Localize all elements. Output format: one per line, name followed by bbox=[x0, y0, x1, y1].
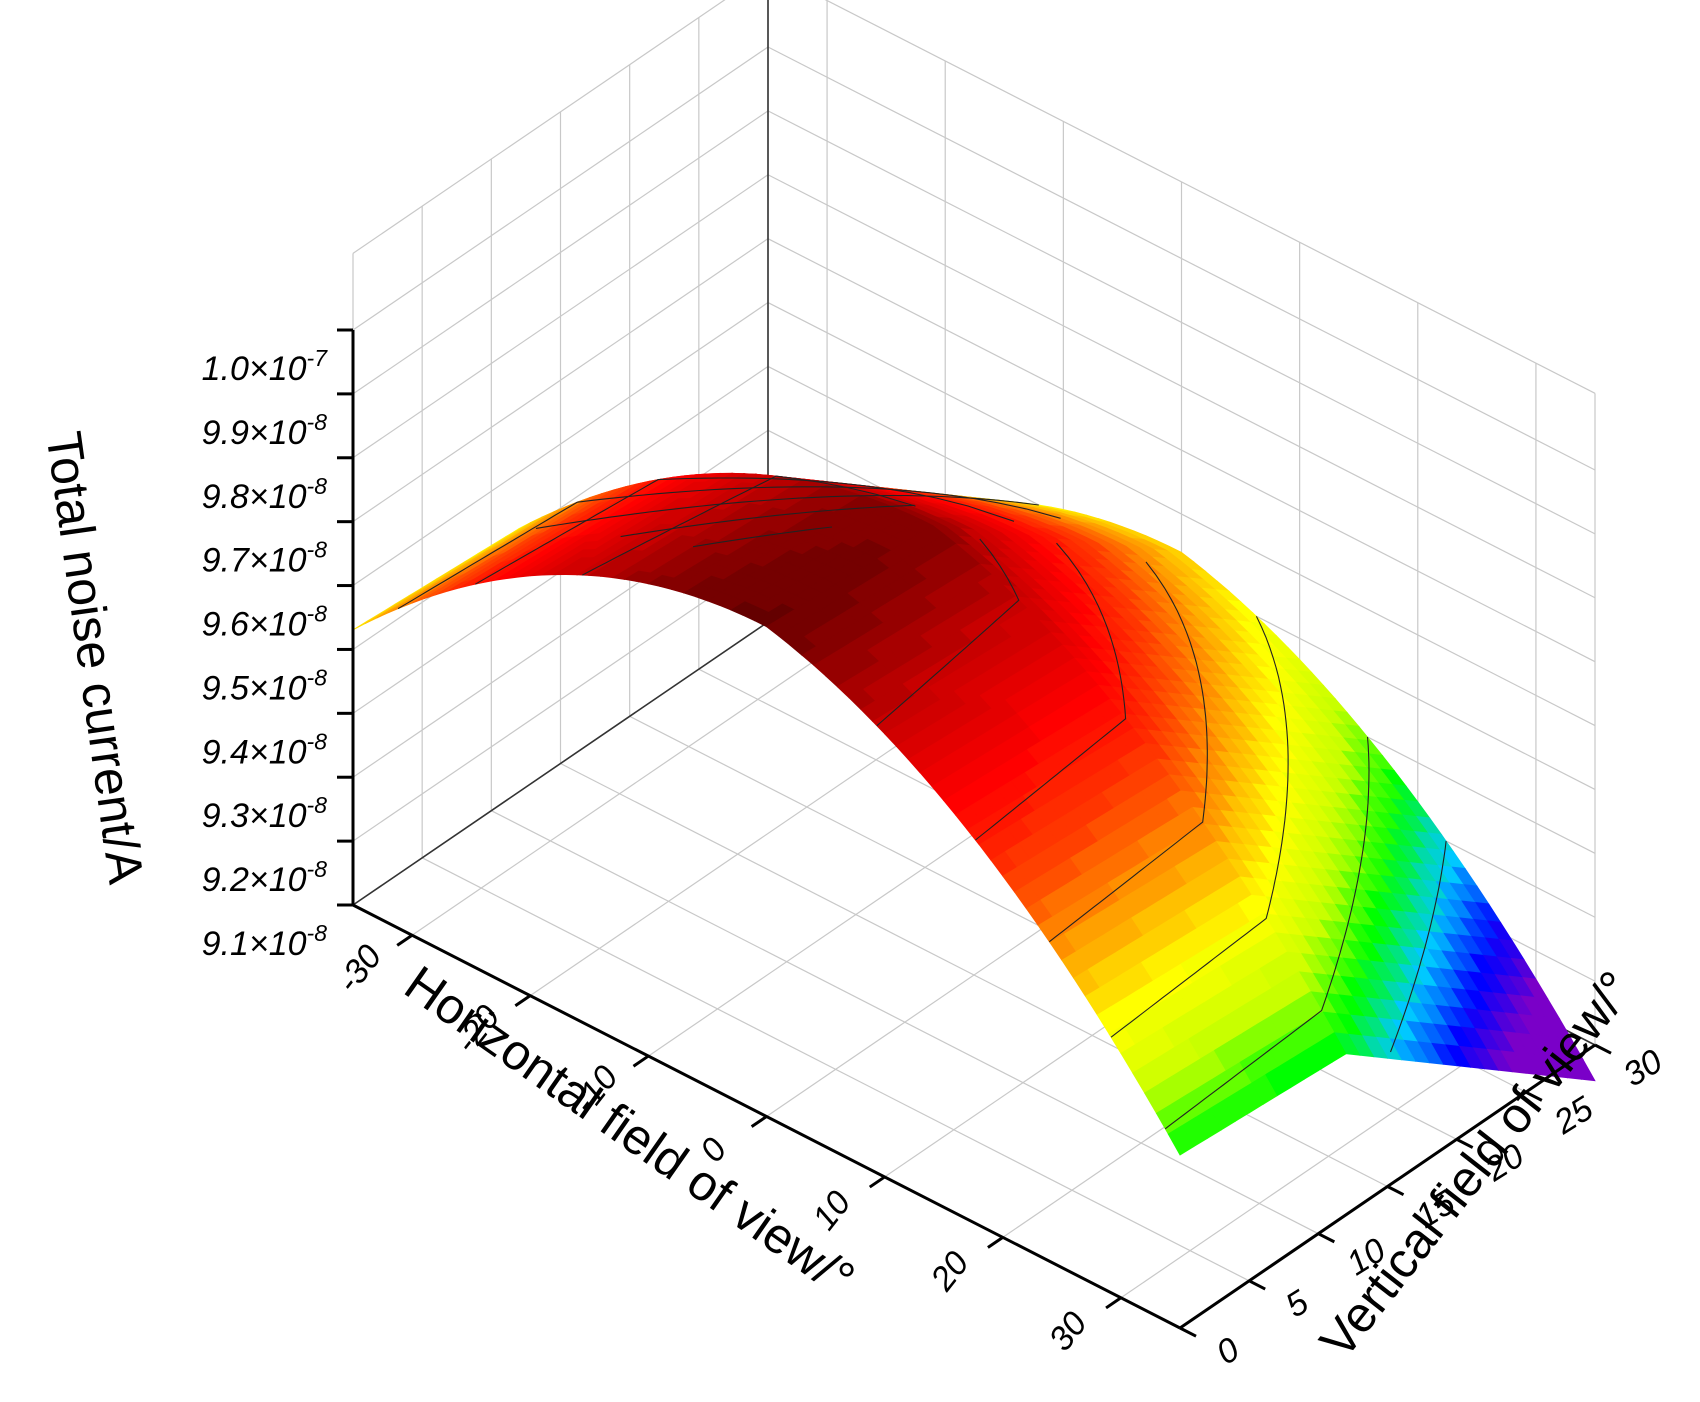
y-tick bbox=[1317, 1232, 1336, 1244]
grid-line bbox=[352, 46, 769, 331]
contour-line bbox=[620, 504, 915, 538]
contour-line bbox=[693, 526, 833, 548]
z-tick-label: 9.6×10-8 bbox=[202, 601, 328, 644]
z-tick-label: 9.9×10-8 bbox=[202, 409, 328, 452]
x-tick bbox=[987, 1236, 1004, 1249]
grid-line bbox=[767, 46, 1596, 471]
y-tick-label: 30 bbox=[1617, 1042, 1669, 1094]
grid-line bbox=[352, 238, 769, 523]
y-tick bbox=[1248, 1279, 1266, 1291]
contour-line bbox=[975, 542, 1127, 841]
z-tick-label: 9.1×10-8 bbox=[202, 920, 328, 963]
axes-layer bbox=[337, 328, 1612, 1338]
contour-line bbox=[1049, 561, 1208, 943]
x-tick bbox=[632, 1054, 650, 1068]
y-tick bbox=[1525, 1090, 1543, 1102]
y-tick bbox=[1455, 1137, 1474, 1149]
contour-line bbox=[1164, 736, 1370, 1130]
y-tick bbox=[1386, 1185, 1405, 1197]
x-tick bbox=[750, 1115, 768, 1128]
y-tick-label: 5 bbox=[1279, 1283, 1315, 1325]
grid-line bbox=[767, 174, 1596, 599]
grid-line bbox=[352, 557, 769, 842]
x-tick-label: -30 bbox=[329, 938, 389, 1000]
y-tick bbox=[1594, 1043, 1612, 1055]
x-tick bbox=[396, 933, 413, 947]
grid-line bbox=[767, 238, 1596, 663]
surface-patch bbox=[1167, 1125, 1195, 1156]
contour-line bbox=[876, 538, 1020, 727]
surface bbox=[352, 472, 1596, 1156]
contour-line bbox=[475, 477, 1015, 585]
grid-line bbox=[352, 110, 769, 395]
grid-line bbox=[767, 110, 1596, 535]
y-tick-label: 0 bbox=[1210, 1330, 1246, 1372]
x-tick-label: 20 bbox=[923, 1244, 977, 1298]
grid-line bbox=[352, 365, 769, 650]
x-tick bbox=[514, 994, 532, 1008]
z-axis-title: Total noise current/A bbox=[35, 428, 154, 888]
contour-line bbox=[535, 494, 1039, 529]
x-tick-label: 30 bbox=[1041, 1305, 1094, 1358]
x-tick bbox=[868, 1175, 886, 1189]
z-tick-label: 9.4×10-8 bbox=[202, 728, 328, 771]
grid-line bbox=[824, 0, 1596, 394]
grid-line bbox=[352, 174, 769, 459]
z-tick-label: 9.7×10-8 bbox=[202, 537, 328, 580]
contour-line bbox=[582, 475, 916, 576]
contour-line bbox=[1110, 616, 1289, 1038]
z-tick-label: 9.5×10-8 bbox=[202, 664, 328, 707]
grid-line bbox=[767, 302, 1596, 727]
z-tick-label: 9.3×10-8 bbox=[202, 792, 328, 835]
z-tick-label: 1.0×10-7 bbox=[202, 345, 329, 388]
grid-line bbox=[491, 810, 1319, 1235]
grid-edge bbox=[352, 621, 769, 906]
contour-line bbox=[1389, 841, 1447, 1053]
z-tick-label: 9.8×10-8 bbox=[202, 473, 328, 516]
contour-line bbox=[397, 486, 1061, 610]
grid-line bbox=[560, 762, 1388, 1188]
grid-line bbox=[352, 302, 769, 587]
grid-line bbox=[352, 0, 726, 254]
grid-line bbox=[421, 857, 1250, 1282]
y-tick bbox=[1179, 1326, 1197, 1338]
x-tick bbox=[1105, 1296, 1122, 1310]
z-tick-label: 9.2×10-8 bbox=[202, 856, 328, 899]
